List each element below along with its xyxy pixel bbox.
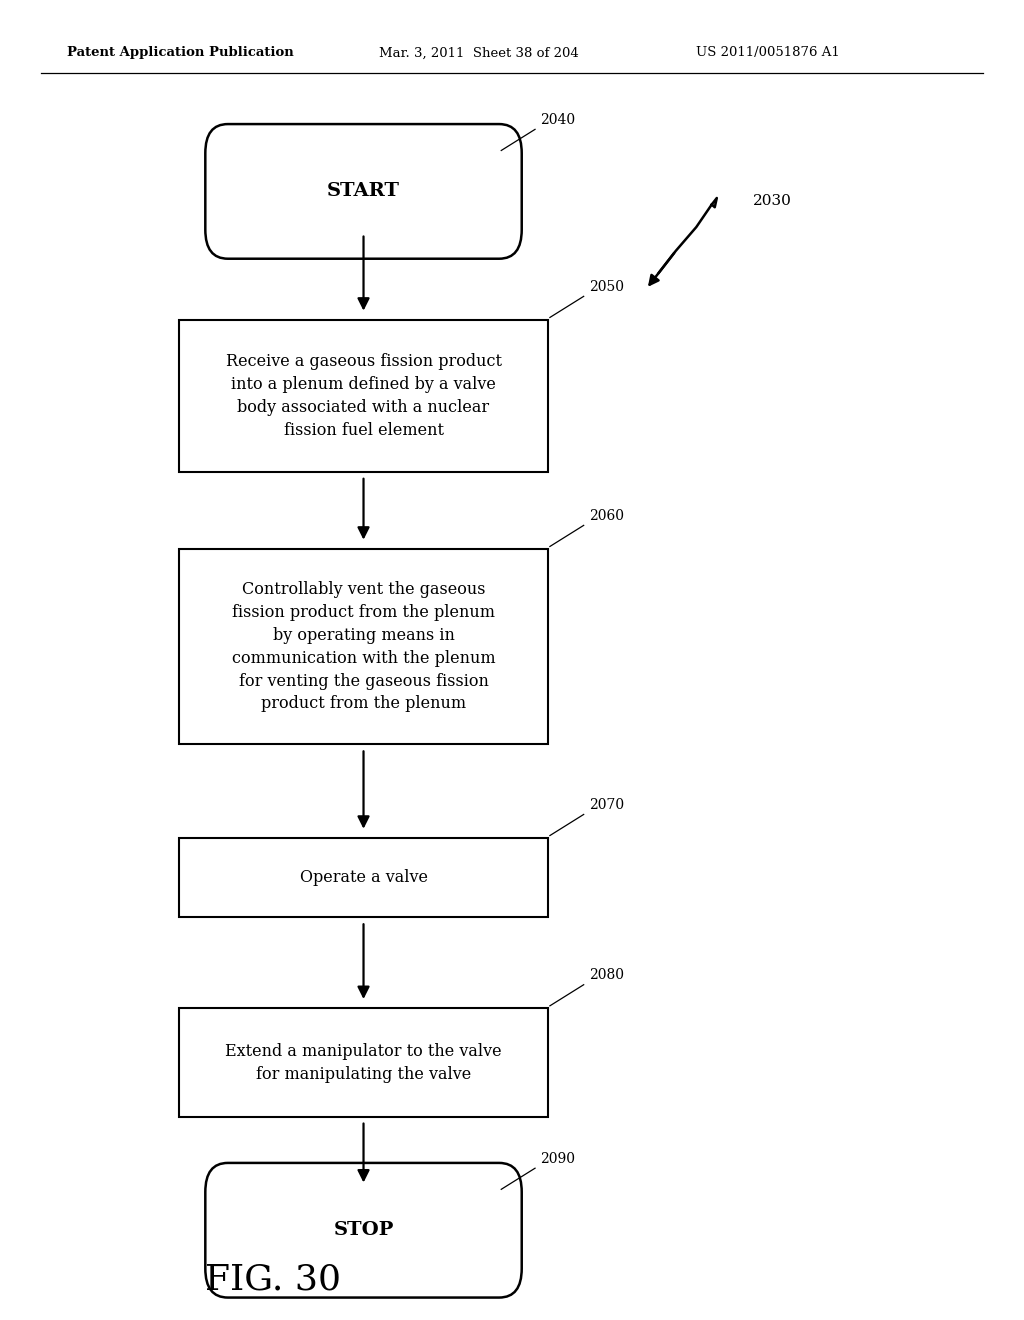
Text: 2090: 2090 [541, 1151, 575, 1166]
FancyBboxPatch shape [179, 838, 548, 917]
FancyBboxPatch shape [179, 321, 548, 473]
Text: 2060: 2060 [589, 508, 624, 523]
Text: Mar. 3, 2011  Sheet 38 of 204: Mar. 3, 2011 Sheet 38 of 204 [379, 46, 579, 59]
Text: Patent Application Publication: Patent Application Publication [67, 46, 293, 59]
Text: 2050: 2050 [589, 280, 624, 294]
Text: 2080: 2080 [589, 968, 624, 982]
Text: Controllably vent the gaseous
fission product from the plenum
by operating means: Controllably vent the gaseous fission pr… [231, 581, 496, 713]
Text: 2030: 2030 [753, 194, 792, 207]
Text: Operate a valve: Operate a valve [299, 870, 428, 886]
Text: Extend a manipulator to the valve
for manipulating the valve: Extend a manipulator to the valve for ma… [225, 1043, 502, 1082]
FancyBboxPatch shape [205, 124, 521, 259]
Text: STOP: STOP [334, 1221, 393, 1239]
Text: US 2011/0051876 A1: US 2011/0051876 A1 [696, 46, 840, 59]
Text: FIG. 30: FIG. 30 [205, 1262, 341, 1296]
Text: Receive a gaseous fission product
into a plenum defined by a valve
body associat: Receive a gaseous fission product into a… [225, 354, 502, 438]
Text: START: START [327, 182, 400, 201]
FancyBboxPatch shape [179, 1008, 548, 1117]
Text: 2040: 2040 [541, 112, 575, 127]
FancyBboxPatch shape [179, 549, 548, 744]
Text: 2070: 2070 [589, 797, 624, 812]
FancyBboxPatch shape [205, 1163, 521, 1298]
